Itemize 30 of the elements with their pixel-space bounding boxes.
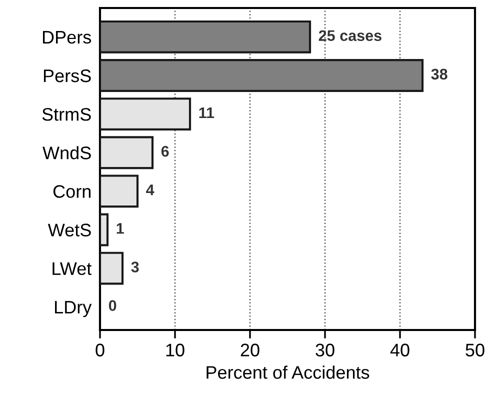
bar: [100, 98, 192, 131]
bar: [100, 59, 424, 92]
x-tick-label: 50: [466, 344, 484, 356]
x-tick-label: 20: [240, 344, 260, 356]
annotation: 6: [161, 146, 169, 157]
y-tick-label: DPers: [42, 31, 92, 44]
y-tick-label: PersS: [44, 69, 91, 82]
y-tick-label: WndS: [42, 146, 91, 160]
annotation: 11: [199, 107, 214, 118]
bar: [100, 252, 124, 285]
bar: [100, 20, 312, 54]
y-tick-label: LWet: [52, 262, 92, 276]
annotation: 25 cases: [318, 30, 382, 42]
annotation: 1: [116, 223, 124, 234]
bar: [100, 174, 139, 208]
x-tick-label: 0: [96, 344, 104, 356]
bar: [100, 136, 154, 170]
y-tick-label: Corn: [53, 185, 90, 198]
y-tick-label: LDry: [55, 300, 92, 318]
x-tick-label: 40: [390, 344, 410, 356]
annotation: 38: [431, 68, 448, 80]
x-axis-title: Percent of Accidents: [206, 366, 370, 379]
y-tick-label: WetS: [48, 224, 91, 236]
annotation: 4: [146, 184, 154, 196]
annotation: 0: [108, 300, 116, 311]
x-tick-label: 30: [316, 344, 334, 356]
annotation: 3: [131, 262, 139, 272]
y-tick-label: StrmS: [42, 108, 91, 121]
x-tick-label: 10: [166, 344, 184, 356]
bar: [100, 213, 109, 246]
